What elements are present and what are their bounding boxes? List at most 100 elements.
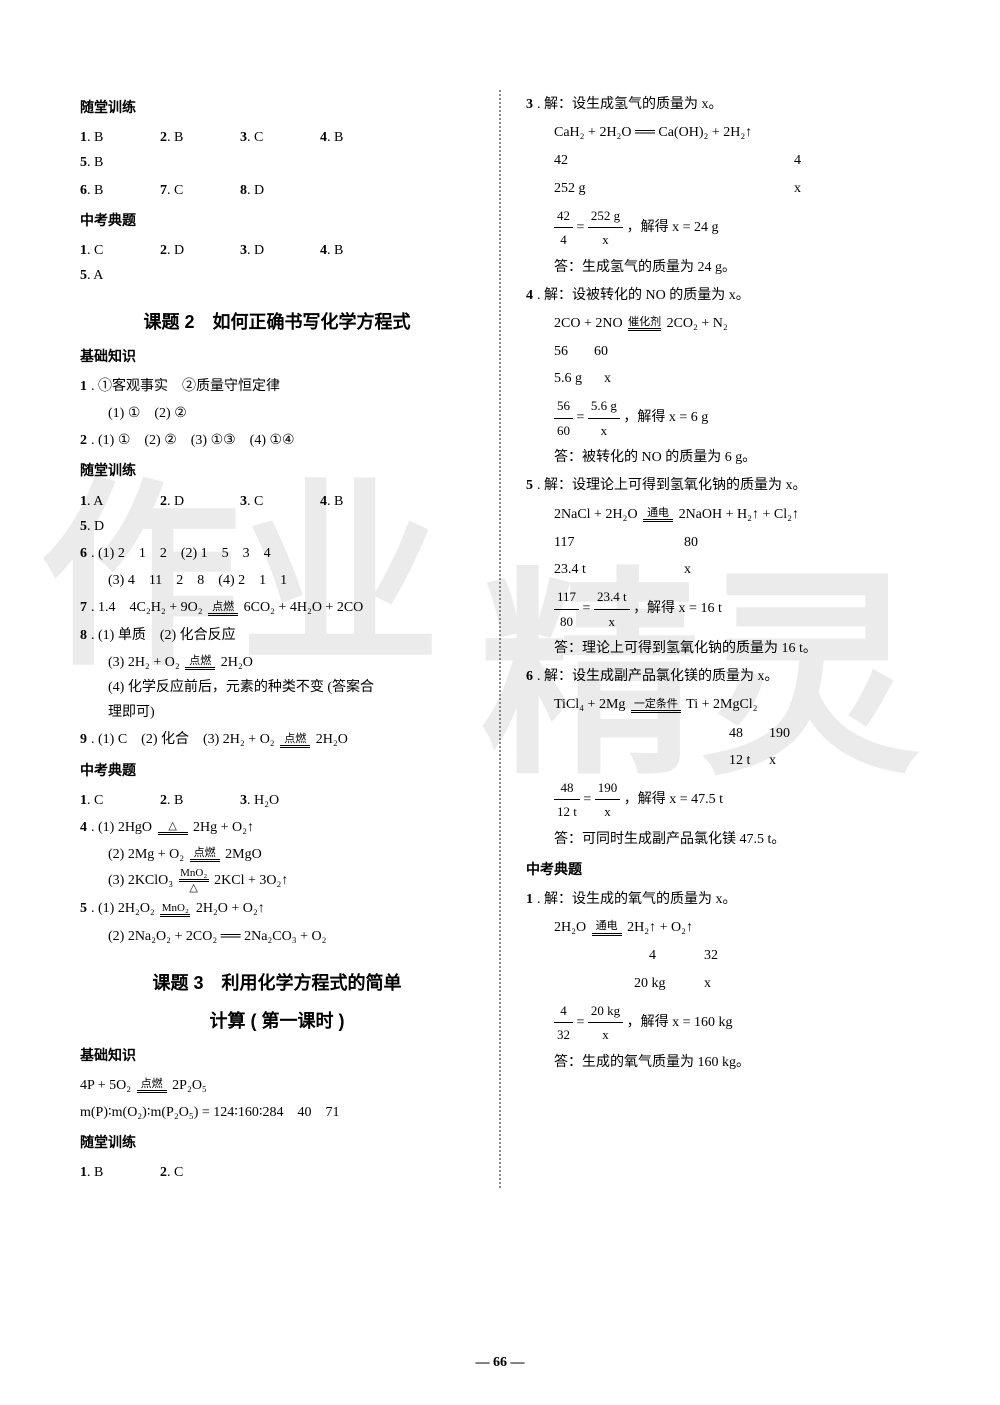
- value: x: [604, 366, 611, 391]
- q-num: 6: [80, 183, 87, 198]
- text: 2KCl + 3O₂↑: [214, 873, 288, 888]
- mass-row: 5.6 gx: [526, 366, 920, 391]
- solution-block: 6. 解：设生成副产品氯化镁的质量为 x。: [526, 664, 920, 689]
- value: 56: [554, 339, 594, 364]
- q-num: 2: [160, 130, 167, 145]
- text: (1) 单质 (2) 化合反应: [98, 628, 236, 643]
- q-ans: C: [94, 793, 103, 808]
- q-num: 1: [80, 1165, 87, 1180]
- q-ans: B: [334, 130, 343, 145]
- value: 5.6 g: [588, 394, 620, 418]
- text: ，解得 x = 16 t: [633, 601, 722, 616]
- condition: 通电: [592, 920, 622, 932]
- q-ans: C: [174, 1165, 183, 1180]
- condition: △: [179, 882, 209, 894]
- q-num: 7: [160, 183, 167, 198]
- section-header: 随堂训练: [80, 96, 474, 121]
- mass-row: 23.4 tx: [526, 557, 920, 582]
- value: 117: [554, 585, 579, 609]
- solution-block: 3. 解：设生成氢气的质量为 x。: [526, 92, 920, 117]
- condition: △: [158, 820, 188, 832]
- solution-block: 4. 解：设被转化的 NO 的质量为 x。: [526, 283, 920, 308]
- value: 4: [649, 943, 704, 968]
- condition: 一定条件: [631, 698, 681, 710]
- q-ans: B: [334, 243, 343, 258]
- equation-line: CaH₂ + 2H₂O ══ Ca(OH)₂ + 2H₂↑: [526, 120, 920, 145]
- value: x: [704, 971, 711, 996]
- value: 80: [554, 610, 579, 633]
- value: x: [588, 1023, 623, 1046]
- answer-row: 1. C 2. D 3. D 4. B 5. A: [80, 238, 474, 288]
- section-header: 随堂训练: [80, 1131, 474, 1156]
- equation-line: TiCl₄ + 2Mg 一定条件 Ti + 2MgCl₂: [526, 692, 920, 717]
- answer-line: 6. (1) 2 1 2 (2) 1 5 3 4: [80, 541, 474, 566]
- text: (1) ① (2) ② (3) ①③ (4) ①④: [98, 433, 295, 448]
- text: (1) 2H₂O₂: [98, 901, 155, 916]
- proportion-line: 432 = 20 kgx ，解得 x = 160 kg: [526, 999, 920, 1047]
- text: 2CO₂ + N₂: [667, 316, 728, 331]
- q-ans: D: [94, 519, 104, 534]
- mass-row: 5660: [526, 339, 920, 364]
- page-number: — 66 —: [0, 1350, 1000, 1375]
- text: ，解得 x = 160 kg: [627, 1015, 733, 1030]
- q-num: 4: [320, 243, 327, 258]
- text: ，解得 x = 6 g: [623, 411, 708, 426]
- text: (1) C (2) 化合 (3) 2H₂ + O₂: [98, 732, 275, 747]
- q-num: 5: [80, 519, 87, 534]
- proportion-line: 11780 = 23.4 tx ，解得 x = 16 t: [526, 585, 920, 633]
- text: 解：设生成的氧气的质量为 x。: [544, 892, 737, 907]
- answer-line: 答：可同时生成副产品氯化镁 47.5 t。: [526, 827, 920, 852]
- q-num: 5: [80, 268, 87, 283]
- section-header: 中考典题: [80, 209, 474, 234]
- q-num: 1: [80, 494, 87, 509]
- text: 解：设理论上可得到氢氧化钠的质量为 x。: [544, 478, 807, 493]
- text: ①客观事实 ②质量守恒定律: [98, 379, 280, 394]
- value: 4: [554, 999, 573, 1023]
- answer-line: 理即可): [80, 700, 474, 725]
- text: 2NaOH + H₂↑ + Cl₂↑: [679, 507, 799, 522]
- condition: MnO₂: [179, 867, 209, 879]
- answer-line: 答：生成氢气的质量为 24 g。: [526, 255, 920, 280]
- topic-title: 课题 2 如何正确书写化学方程式: [80, 306, 474, 338]
- value: 5.6 g: [554, 366, 604, 391]
- value: 60: [594, 339, 608, 364]
- answer-line: (3) 4 11 2 8 (4) 2 1 1: [80, 568, 474, 593]
- answer-line: 答：被转化的 NO 的质量为 6 g。: [526, 445, 920, 470]
- value: x: [594, 610, 630, 633]
- answer-line: 2. (1) ① (2) ② (3) ①③ (4) ①④: [80, 428, 474, 453]
- mass-row: 432: [526, 943, 920, 968]
- condition: 点燃: [208, 601, 238, 613]
- text: 解：设生成副产品氯化镁的质量为 x。: [544, 669, 779, 684]
- text: 2H₂↑ + O₂↑: [627, 920, 693, 935]
- answer-line: 8. (1) 单质 (2) 化合反应: [80, 623, 474, 648]
- answer-line: (4) 化学反应前后，元素的种类不变 (答案合: [80, 675, 474, 700]
- page-content: 随堂训练 1. B 2. B 3. C 4. B 5. B 6. B 7. C …: [80, 90, 920, 1188]
- value: x: [684, 557, 691, 582]
- right-column: 3. 解：设生成氢气的质量为 x。 CaH₂ + 2H₂O ══ Ca(OH)₂…: [526, 90, 920, 1188]
- equation-line: 4P + 5O₂ 点燃 2P₂O₅: [80, 1073, 474, 1098]
- q-num: 8: [240, 183, 247, 198]
- q-ans: A: [93, 268, 103, 283]
- value: 56: [554, 394, 573, 418]
- q-ans: D: [254, 183, 264, 198]
- left-column: 随堂训练 1. B 2. B 3. C 4. B 5. B 6. B 7. C …: [80, 90, 474, 1188]
- q-num: 5: [80, 155, 87, 170]
- value: 80: [684, 530, 698, 555]
- q-ans: C: [254, 130, 263, 145]
- q-ans: B: [94, 130, 103, 145]
- q-ans: D: [254, 243, 264, 258]
- section-header: 中考典题: [80, 759, 474, 784]
- q-ans: D: [174, 494, 184, 509]
- value: 20 kg: [634, 971, 704, 996]
- text: (3) 2KClO₃: [108, 873, 173, 888]
- q-num: 3: [240, 793, 247, 808]
- section-header: 基础知识: [80, 345, 474, 370]
- section-header: 中考典题: [526, 858, 920, 883]
- value: 23.4 t: [594, 585, 630, 609]
- solution-block: 1. 解：设生成的氧气的质量为 x。: [526, 887, 920, 912]
- topic-title: 计算 ( 第一课时 ): [80, 1005, 474, 1037]
- value: 20 kg: [588, 999, 623, 1023]
- text: 2H₂O + O₂↑: [196, 901, 265, 916]
- text: 1.4 4C₂H₂ + 9O₂: [98, 600, 203, 615]
- value: 117: [554, 530, 594, 555]
